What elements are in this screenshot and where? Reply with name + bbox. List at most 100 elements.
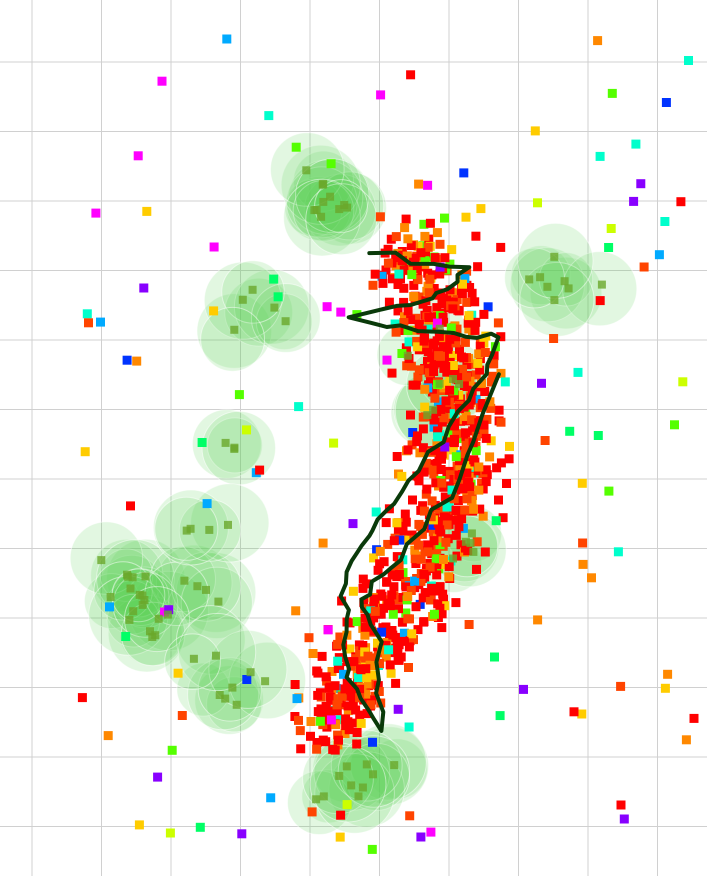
point-marker	[448, 361, 458, 370]
point-marker	[475, 365, 485, 375]
point-marker	[425, 218, 435, 228]
point-marker	[369, 613, 379, 623]
point-marker	[105, 602, 114, 612]
point-marker	[492, 463, 502, 473]
point-marker	[366, 606, 376, 616]
point-marker	[330, 745, 340, 755]
point-marker	[442, 295, 452, 305]
point-marker	[387, 570, 397, 580]
point-marker	[434, 351, 444, 361]
point-marker	[470, 297, 480, 307]
point-marker	[343, 706, 353, 716]
point-marker	[388, 609, 398, 619]
point-marker	[326, 159, 336, 169]
point-marker	[398, 256, 407, 266]
point-marker	[432, 303, 442, 313]
point-marker	[248, 285, 257, 294]
point-marker	[406, 586, 416, 595]
point-marker	[639, 262, 649, 272]
point-marker	[474, 349, 484, 359]
point-marker	[430, 253, 440, 263]
point-marker	[475, 504, 485, 514]
point-marker	[537, 378, 546, 388]
point-marker	[318, 180, 327, 189]
point-marker	[485, 397, 495, 407]
point-marker	[384, 297, 394, 307]
point-marker	[373, 565, 383, 575]
point-marker	[478, 511, 488, 521]
point-marker	[439, 555, 448, 564]
point-marker	[414, 519, 424, 529]
point-marker	[389, 582, 399, 592]
point-marker	[476, 204, 486, 214]
point-marker	[232, 700, 241, 709]
point-marker	[489, 359, 499, 369]
point-marker	[324, 706, 334, 716]
point-marker	[444, 562, 454, 572]
point-marker	[304, 633, 314, 643]
point-marker	[418, 593, 428, 603]
point-marker	[440, 601, 450, 611]
point-marker	[246, 668, 255, 677]
point-marker	[335, 771, 344, 780]
point-marker	[429, 405, 438, 414]
point-marker	[414, 179, 424, 189]
point-marker	[125, 615, 134, 624]
point-marker	[471, 394, 481, 404]
point-marker	[421, 248, 430, 258]
point-marker	[424, 319, 434, 328]
point-marker	[670, 420, 679, 430]
point-marker	[331, 720, 341, 730]
point-marker	[410, 576, 420, 586]
point-marker	[141, 572, 150, 581]
point-marker	[475, 341, 485, 351]
point-marker	[436, 404, 446, 414]
point-marker	[435, 262, 445, 272]
point-marker	[126, 584, 135, 593]
point-marker	[348, 698, 358, 708]
point-marker	[356, 665, 366, 675]
point-marker	[607, 88, 617, 98]
point-marker	[496, 242, 506, 252]
point-marker	[336, 307, 346, 317]
point-marker	[403, 326, 413, 335]
point-marker	[333, 740, 343, 750]
point-marker	[312, 744, 322, 754]
point-marker	[429, 609, 439, 619]
point-marker	[461, 440, 471, 450]
point-marker	[77, 693, 87, 703]
point-marker	[388, 274, 397, 284]
point-marker	[460, 274, 470, 284]
point-marker	[462, 360, 472, 370]
point-marker	[443, 437, 452, 447]
point-marker	[597, 280, 606, 289]
point-marker	[337, 691, 347, 701]
point-marker	[385, 660, 395, 670]
point-marker	[306, 717, 316, 726]
point-marker	[418, 501, 428, 511]
point-marker	[419, 336, 429, 346]
point-marker	[404, 722, 414, 732]
point-marker	[202, 585, 210, 594]
point-marker	[564, 284, 573, 293]
point-marker	[332, 706, 342, 716]
point-marker	[193, 582, 202, 591]
point-marker	[400, 223, 410, 233]
point-marker	[449, 375, 457, 383]
point-marker	[266, 793, 276, 803]
point-marker	[319, 197, 328, 206]
point-marker	[604, 243, 614, 252]
point-marker	[465, 482, 475, 492]
point-marker	[103, 731, 113, 741]
point-marker	[215, 691, 224, 699]
point-marker	[421, 489, 431, 499]
point-marker	[660, 683, 670, 693]
point-marker	[466, 539, 475, 548]
point-marker	[413, 372, 423, 382]
point-marker	[412, 336, 422, 346]
point-marker	[578, 538, 588, 548]
point-marker	[340, 684, 350, 694]
point-marker	[533, 615, 543, 625]
